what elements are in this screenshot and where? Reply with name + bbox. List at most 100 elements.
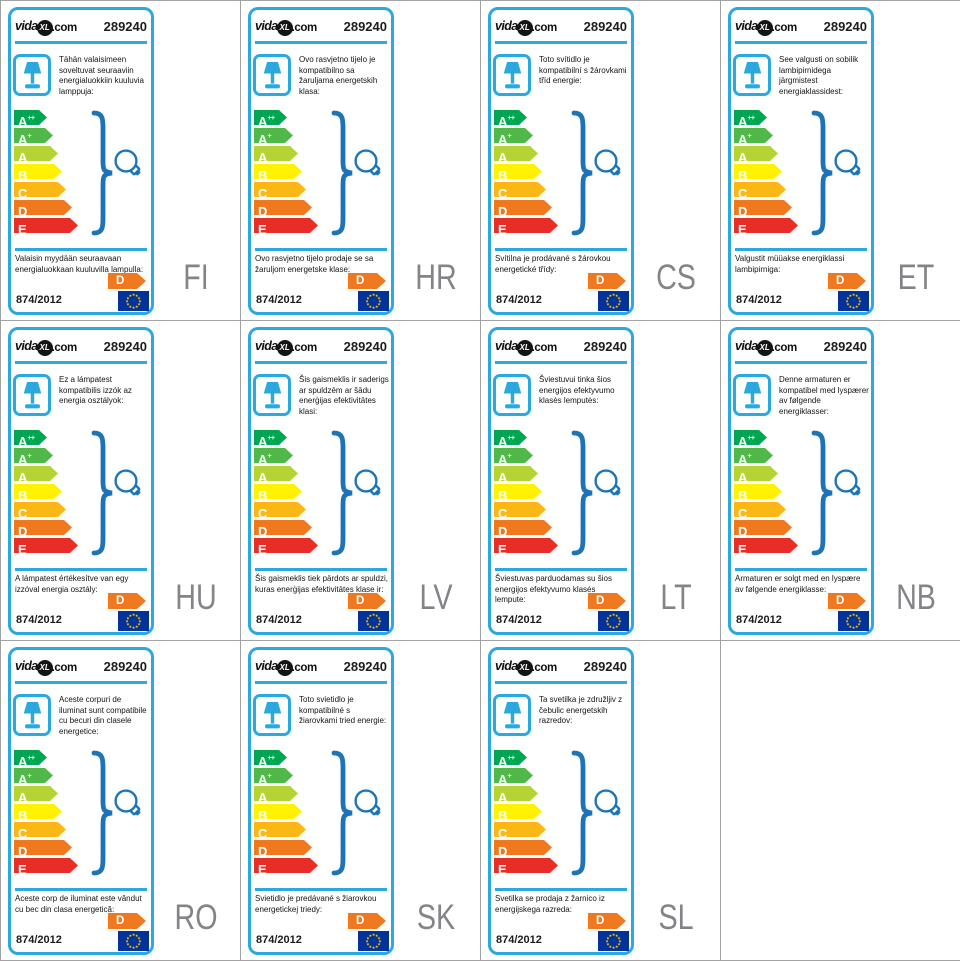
eu-flag-star: ★: [617, 302, 621, 307]
table-lamp-icon: [503, 61, 521, 88]
curly-brace-graphic: [571, 750, 593, 876]
xl-badge-icon: XL: [36, 19, 53, 36]
eu-flag-star: ★: [855, 293, 859, 298]
energy-class-sup: +: [747, 451, 751, 460]
energy-class-letter: D: [498, 844, 508, 859]
article-number: 289240: [583, 18, 627, 34]
sold-class-arrow: D: [348, 593, 386, 609]
eu-flag-star: ★: [377, 622, 381, 627]
eu-flag-star: ★: [129, 304, 133, 309]
energy-class-sup: ++: [27, 433, 35, 442]
article-number: 289240: [343, 658, 387, 674]
eu-flag-star: ★: [852, 625, 856, 630]
compatibility-text: Ta svetilka je združljiv z čebulic energ…: [539, 695, 623, 725]
footer-divider: [495, 248, 627, 251]
label-header: vida XL .com 289240: [495, 333, 627, 359]
energy-class-letter: B: [498, 168, 508, 183]
eu-flag-star: ★: [617, 935, 621, 940]
eu-flag-star: ★: [852, 612, 856, 617]
eu-flag-star: ★: [846, 302, 850, 307]
energy-class-sup: ++: [27, 753, 35, 762]
sold-with-text: Šis gaismeklis tiek pārdots ar spuldzi, …: [255, 574, 388, 594]
energy-class-arrow-B: B: [494, 484, 542, 499]
energy-class-letter: C: [498, 186, 508, 201]
eu-flag-star: ★: [135, 613, 139, 618]
energy-class-letter: D: [738, 524, 748, 539]
energy-class-letter: D: [738, 204, 748, 219]
eu-flag-star: ★: [135, 933, 139, 938]
logo-text-com: .com: [771, 341, 798, 354]
eu-flag-star: ★: [378, 619, 382, 624]
logo-text-vida: vida: [735, 19, 758, 33]
energy-class-arrow-B: B: [254, 164, 302, 179]
sold-class-arrow: D: [108, 273, 146, 289]
energy-class-letter: D: [258, 844, 268, 859]
eu-flag-star: ★: [369, 613, 373, 618]
eu-flag-star: ★: [612, 945, 616, 950]
curly-brace-graphic: [91, 750, 113, 876]
vidaxl-logo: vida XL .com: [735, 337, 797, 356]
energy-class-letter: C: [258, 826, 268, 841]
lamp-icon: [13, 54, 51, 96]
energy-class-letter: A: [18, 772, 28, 787]
eu-flag-star: ★: [372, 625, 376, 630]
eu-flag-star: ★: [137, 295, 141, 300]
regulation-number: 874/2012: [496, 614, 542, 626]
energy-class-arrow-Ap: A+: [494, 768, 533, 783]
xl-badge-icon: XL: [276, 19, 293, 36]
eu-flag-icon: ★ ★★★★★★★★★★★: [118, 931, 149, 951]
logo-text-vida: vida: [15, 19, 38, 33]
energy-class-letter: D: [18, 844, 28, 859]
light-bulb-icon: [594, 789, 621, 816]
header-divider: [735, 41, 867, 44]
header-divider: [255, 41, 387, 44]
label-header: vida XL .com 289240: [15, 653, 147, 679]
energy-class-sup: +: [507, 771, 511, 780]
label-header: vida XL .com 289240: [495, 13, 627, 39]
lamp-icon: [253, 54, 291, 96]
eu-flag-stars: ★ ★★★★★★★★★★★: [605, 292, 622, 310]
eu-flag-star: ★: [132, 292, 136, 297]
logo-text-vida: vida: [255, 659, 278, 673]
energy-class-letter: A: [258, 434, 268, 449]
energy-class-letter: A: [18, 790, 28, 805]
light-bulb-icon: [114, 789, 141, 816]
energy-class-letter: A: [738, 452, 748, 467]
energy-class-letter: C: [18, 186, 28, 201]
eu-flag-star: ★: [369, 624, 373, 629]
energy-class-letter: C: [498, 826, 508, 841]
energy-label-card: vida XL .com 289240 Šis gaismeklis ir sade…: [248, 327, 394, 635]
eu-flag-star: ★: [132, 612, 136, 617]
eu-flag-stars: ★ ★★★★★★★★★★★: [125, 932, 142, 950]
compatibility-text: Šis gaismeklis ir saderigs ar spuldzēm a…: [299, 375, 389, 416]
energy-class-letter: A: [498, 150, 508, 165]
eu-flag-star: ★: [369, 293, 373, 298]
logo-text-vida: vida: [15, 659, 38, 673]
eu-flag-star: ★: [606, 615, 610, 620]
energy-class-letter: B: [258, 168, 268, 183]
header-divider: [495, 41, 627, 44]
logo-text-vida: vida: [255, 19, 278, 33]
energy-class-arrow-D: D: [254, 840, 312, 855]
logo-text-com: .com: [291, 341, 318, 354]
eu-flag-star: ★: [372, 932, 376, 937]
eu-flag-star: ★: [609, 613, 613, 618]
footer-divider: [735, 568, 867, 571]
energy-class-letter: B: [738, 168, 748, 183]
energy-class-sup: +: [507, 451, 511, 460]
eu-flag-star: ★: [609, 293, 613, 298]
energy-class-arrow-D: D: [494, 520, 552, 535]
energy-class-letter: E: [738, 222, 747, 237]
energy-class-sup: ++: [507, 753, 515, 762]
eu-flag-star: ★: [857, 615, 861, 620]
sold-with-text: Šviestuvas parduodamas su šios energijos…: [495, 574, 612, 604]
lamp-icon: [493, 374, 531, 416]
lamp-icon: [733, 374, 771, 416]
eu-flag-star: ★: [617, 295, 621, 300]
lamp-icon: [13, 374, 51, 416]
energy-label-card: vida XL .com 289240 See valgusti on sobili…: [728, 7, 874, 315]
light-bulb-icon: [834, 469, 861, 496]
eu-flag-star: ★: [366, 622, 370, 627]
table-lamp-icon: [503, 701, 521, 728]
